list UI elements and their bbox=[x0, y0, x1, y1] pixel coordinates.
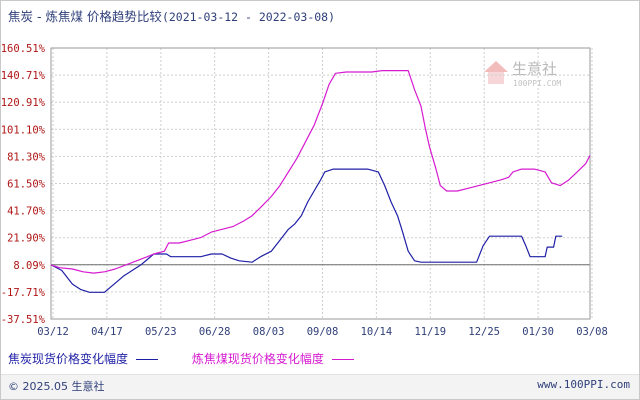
x-tick-label: 06/28 bbox=[199, 326, 231, 338]
watermark-house-icon: 生意社 100PPI.COM bbox=[484, 60, 561, 88]
watermark-url: 100PPI.COM bbox=[513, 79, 561, 88]
x-tick-label: 05/23 bbox=[145, 326, 177, 338]
x-tick-label: 11/19 bbox=[414, 326, 446, 338]
x-tick-label: 03/12 bbox=[37, 326, 69, 338]
watermark-logo: 生意社 100PPI.COM bbox=[478, 52, 588, 96]
series-line-2 bbox=[50, 70, 591, 274]
x-tick-label: 10/14 bbox=[361, 326, 393, 338]
x-tick-label: 04/17 bbox=[91, 326, 123, 338]
plot-border bbox=[50, 47, 591, 320]
y-tick-label: 21.90% bbox=[7, 233, 46, 245]
y-tick-label: 8.09% bbox=[13, 260, 45, 272]
legend-label-series-1: 焦炭现货价格变化幅度 bbox=[8, 352, 129, 366]
legend-label-series-2: 炼焦煤现货价格变化幅度 bbox=[191, 352, 324, 366]
y-tick-label: 160.51% bbox=[1, 43, 46, 55]
chart-legend: 焦炭现货价格变化幅度 炼焦煤现货价格变化幅度 bbox=[8, 350, 384, 367]
series-line-1 bbox=[50, 168, 563, 293]
x-tick-label: 08/03 bbox=[253, 326, 285, 338]
y-tick-label: -37.51% bbox=[1, 314, 46, 326]
legend-swatch-series-2 bbox=[331, 359, 354, 360]
chart-title-text: 焦炭 - 炼焦煤 价格趋势比较 bbox=[8, 9, 162, 24]
y-tick-label: 120.91% bbox=[1, 97, 46, 109]
x-tick-label: 12/25 bbox=[468, 326, 500, 338]
chart-date-range: (2021-03-12 - 2022-03-08) bbox=[161, 10, 336, 24]
grid-layer bbox=[51, 47, 593, 320]
footer-site-link[interactable]: www.100PPI.com bbox=[537, 378, 630, 391]
y-tick-label: 41.70% bbox=[7, 206, 46, 218]
x-tick-label: 09/08 bbox=[307, 326, 339, 338]
footer-copyright: © 2025.05 生意社 bbox=[8, 380, 105, 393]
axis-layer: 160.51% 140.71% 120.91% 101.10% 81.30% 61.50%… bbox=[1, 43, 608, 338]
legend-item-series-1: 焦炭现货价格变化幅度 bbox=[8, 350, 159, 367]
series-layer bbox=[50, 70, 591, 293]
chart-title: 焦炭 - 炼焦煤 价格趋势比较(2021-03-12 - 2022-03-08) bbox=[8, 6, 335, 25]
y-tick-label: -17.71% bbox=[1, 287, 46, 299]
legend-swatch-series-1 bbox=[136, 359, 159, 360]
y-tick-label: 140.71% bbox=[1, 70, 46, 82]
y-tick-label: 81.30% bbox=[7, 151, 46, 163]
footer-bar bbox=[1, 374, 639, 399]
watermark-name: 生意社 bbox=[512, 60, 557, 78]
y-tick-label: 61.50% bbox=[7, 179, 46, 191]
y-tick-label: 101.10% bbox=[1, 124, 46, 136]
x-tick-label: 03/08 bbox=[576, 326, 608, 338]
legend-item-series-2: 炼焦煤现货价格变化幅度 bbox=[192, 350, 354, 367]
x-tick-label: 01/30 bbox=[522, 326, 554, 338]
